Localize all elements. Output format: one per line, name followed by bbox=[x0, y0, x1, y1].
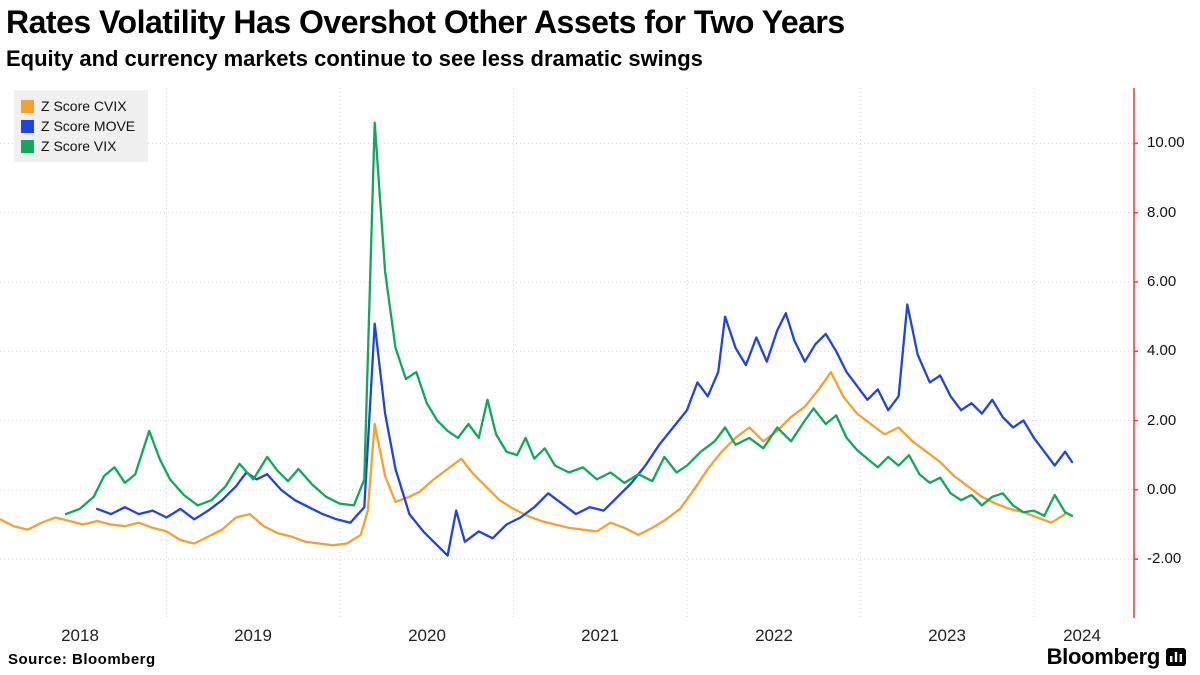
series-line-z-score-cvix bbox=[0, 370, 1067, 547]
bloomberg-logo-icon bbox=[1166, 648, 1186, 666]
x-axis-label: 2022 bbox=[755, 626, 793, 645]
x-axis-label: 2021 bbox=[581, 626, 619, 645]
y-axis-label: 10.00 bbox=[1147, 134, 1185, 152]
y-axis-label: -2.00 bbox=[1147, 550, 1182, 568]
page-subtitle: Equity and currency markets continue to … bbox=[6, 46, 703, 71]
y-axis-label: 4.00 bbox=[1147, 342, 1177, 360]
x-axis-label: 2018 bbox=[61, 626, 99, 645]
chart-canvas bbox=[0, 88, 1138, 618]
bloomberg-logo: Bloomberg bbox=[1047, 644, 1186, 670]
legend-item-vix: Z Score VIX bbox=[21, 136, 135, 156]
y-axis-label: 0.00 bbox=[1147, 480, 1177, 498]
legend-label-vix: Z Score VIX bbox=[41, 138, 117, 154]
page-title: Rates Volatility Has Overshot Other Asse… bbox=[6, 4, 845, 40]
x-axis-label: 2020 bbox=[408, 626, 446, 645]
y-axis-label: 8.00 bbox=[1147, 203, 1177, 221]
series-line-z-score-move bbox=[95, 303, 1074, 557]
legend-swatch-vix bbox=[21, 139, 34, 153]
series-line-z-score-vix bbox=[64, 121, 1074, 517]
y-axis-label: 2.00 bbox=[1147, 411, 1177, 429]
x-axis-label: 2023 bbox=[928, 626, 966, 645]
legend-item-cvix: Z Score CVIX bbox=[21, 96, 135, 116]
legend-item-move: Z Score MOVE bbox=[21, 116, 135, 136]
chart-legend: Z Score CVIX Z Score MOVE Z Score VIX bbox=[14, 90, 149, 162]
x-axis-label: 2024 bbox=[1063, 626, 1101, 645]
source-attribution: Source: Bloomberg bbox=[8, 651, 156, 668]
x-axis-label: 2019 bbox=[234, 626, 272, 645]
bloomberg-logo-text: Bloomberg bbox=[1046, 644, 1161, 669]
chart-area bbox=[0, 88, 1138, 618]
y-axis-label: 6.00 bbox=[1147, 272, 1177, 290]
legend-label-move: Z Score MOVE bbox=[41, 118, 136, 134]
legend-swatch-move bbox=[21, 119, 34, 133]
legend-swatch-cvix bbox=[21, 99, 34, 113]
legend-label-cvix: Z Score CVIX bbox=[41, 98, 127, 114]
